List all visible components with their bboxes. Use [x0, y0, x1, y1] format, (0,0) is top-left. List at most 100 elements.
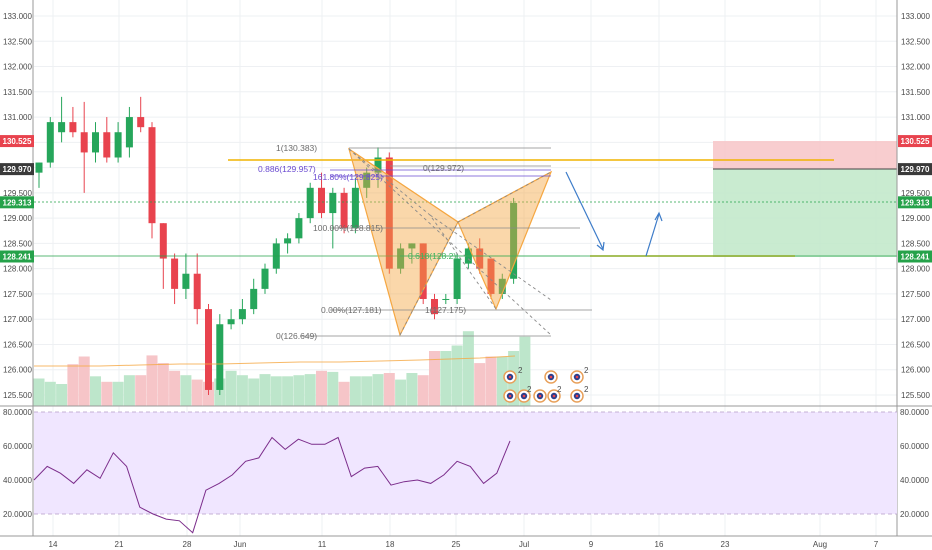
rsi-tick-label: 20.0000: [3, 510, 32, 519]
event-marker-icon[interactable]: [533, 389, 547, 403]
volume-bar: [485, 356, 497, 406]
candle-body[interactable]: [182, 273, 190, 289]
candle-body[interactable]: [487, 258, 495, 294]
candle-body[interactable]: [148, 127, 156, 224]
fib-label: 100.00%(128.815): [313, 223, 383, 233]
pattern-xb-line: [348, 148, 459, 223]
candle-body[interactable]: [92, 132, 99, 153]
price-axis-left[interactable]: 133.000 132.500 132.000 131.500 131.000 130.5…: [3, 12, 32, 400]
volume-bar: [327, 371, 339, 406]
price-badges: 130.525 130.525 129.970 129.970 129.313 129.3…: [0, 135, 932, 263]
candle-body[interactable]: [476, 248, 484, 269]
arrow-up-head: [654, 211, 663, 222]
candle-body[interactable]: [193, 273, 201, 310]
price-candles[interactable]: [35, 96, 518, 395]
candle-body[interactable]: [408, 243, 416, 249]
volume-bar: [78, 356, 90, 406]
event-marker-icon[interactable]: [547, 389, 561, 403]
candle-body[interactable]: [385, 157, 393, 269]
candle-body[interactable]: [442, 298, 450, 300]
candle-body[interactable]: [397, 248, 405, 269]
rsi-tick-label: 80.0000: [900, 408, 929, 417]
price-tick-label: 131.500: [3, 88, 32, 97]
candle-body[interactable]: [250, 288, 258, 310]
candle-body[interactable]: [374, 157, 382, 173]
price-tick-label: 133.000: [901, 12, 930, 21]
candle-body[interactable]: [295, 218, 303, 239]
price-badge-left: [0, 163, 34, 176]
price-tick-label: 126.500: [901, 340, 930, 349]
time-tick-label: Aug: [813, 540, 827, 549]
candle-body[interactable]: [58, 122, 66, 133]
fib-label: 0.886(129.957): [258, 164, 316, 174]
event-marker-icon[interactable]: [503, 389, 517, 403]
candle-body[interactable]: [351, 187, 359, 229]
time-tick-label: 25: [452, 540, 461, 549]
candle-body[interactable]: [80, 132, 88, 153]
volume-bar: [157, 363, 169, 406]
candle-body[interactable]: [35, 162, 43, 173]
candle-body[interactable]: [69, 122, 77, 133]
volume-bar: [383, 373, 395, 406]
candle-body[interactable]: [306, 187, 314, 219]
rsi-line[interactable]: [33, 436, 511, 534]
candle-body[interactable]: [125, 117, 133, 148]
volume-bars: [33, 331, 531, 406]
volume-bar: [180, 375, 192, 406]
pattern-guide-3: [348, 148, 552, 336]
volume-bar: [349, 376, 361, 406]
rsi-axis-left[interactable]: 80.0000 60.0000 40.0000 20.0000: [3, 408, 32, 519]
time-tick-label: 16: [655, 540, 664, 549]
time-tick-label: 21: [115, 540, 124, 549]
fib-label: 1(130.383): [276, 143, 317, 153]
volume-bar: [112, 381, 124, 406]
event-marker-icon[interactable]: [544, 370, 558, 384]
candle-body[interactable]: [216, 324, 224, 390]
fib-label-group: 1(130.383) 0.886(129.957) 161.80%(129.82…: [258, 143, 466, 341]
candle-body[interactable]: [114, 132, 122, 158]
candle-body[interactable]: [510, 202, 518, 279]
candle-body[interactable]: [453, 258, 461, 299]
rsi-tick-label: 60.0000: [900, 442, 929, 451]
candle-body[interactable]: [419, 243, 427, 299]
harmonic-pattern[interactable]: [347, 147, 553, 337]
time-tick-label: Jul: [519, 540, 529, 549]
event-marker-icon[interactable]: [503, 370, 517, 384]
projection-arrows[interactable]: [565, 171, 663, 257]
candle-body[interactable]: [284, 238, 292, 244]
candle-body[interactable]: [159, 223, 167, 259]
candle-body[interactable]: [171, 258, 179, 289]
event-marker-icon[interactable]: [570, 370, 584, 384]
price-tick-label: 126.000: [3, 366, 32, 375]
price-badge-label: 129.313: [3, 198, 32, 207]
candle-body[interactable]: [205, 309, 212, 390]
candle-body[interactable]: [46, 122, 54, 163]
volume-bar: [259, 374, 271, 406]
candle-body[interactable]: [261, 268, 269, 289]
price-tick-label: 127.500: [3, 290, 32, 299]
price-tick-label: 131.500: [901, 88, 930, 97]
candle-body[interactable]: [363, 172, 371, 188]
candle-body[interactable]: [318, 187, 325, 214]
candle-body[interactable]: [227, 319, 235, 325]
price-badge-label: 130.525: [3, 137, 32, 146]
candle-body[interactable]: [431, 298, 438, 315]
stop-loss-zone[interactable]: [713, 141, 897, 169]
event-marker-icon[interactable]: [570, 389, 584, 403]
candle-body[interactable]: [340, 192, 348, 229]
candle-body[interactable]: [103, 132, 111, 158]
take-profit-zone[interactable]: [713, 169, 897, 257]
rsi-axis-right[interactable]: 80.0000 60.0000 40.0000 20.0000: [900, 408, 929, 519]
event-markers[interactable]: 2 2 2 2 2: [503, 366, 589, 403]
candle-body[interactable]: [498, 278, 506, 294]
arrow-down: [565, 171, 604, 250]
candle-body[interactable]: [238, 309, 246, 320]
event-marker-icon[interactable]: [517, 389, 531, 403]
time-axis[interactable]: 14 21 28 Jun 11 18 25 Jul 9 16 23 Aug 7: [49, 540, 879, 549]
candle-body[interactable]: [329, 192, 337, 214]
price-tick-label: 125.500: [901, 391, 930, 400]
price-axis-right[interactable]: 133.000 132.500 132.000 131.500 131.000 130.5…: [901, 12, 930, 400]
volume-bar: [338, 381, 350, 406]
candle-body[interactable]: [137, 117, 145, 128]
